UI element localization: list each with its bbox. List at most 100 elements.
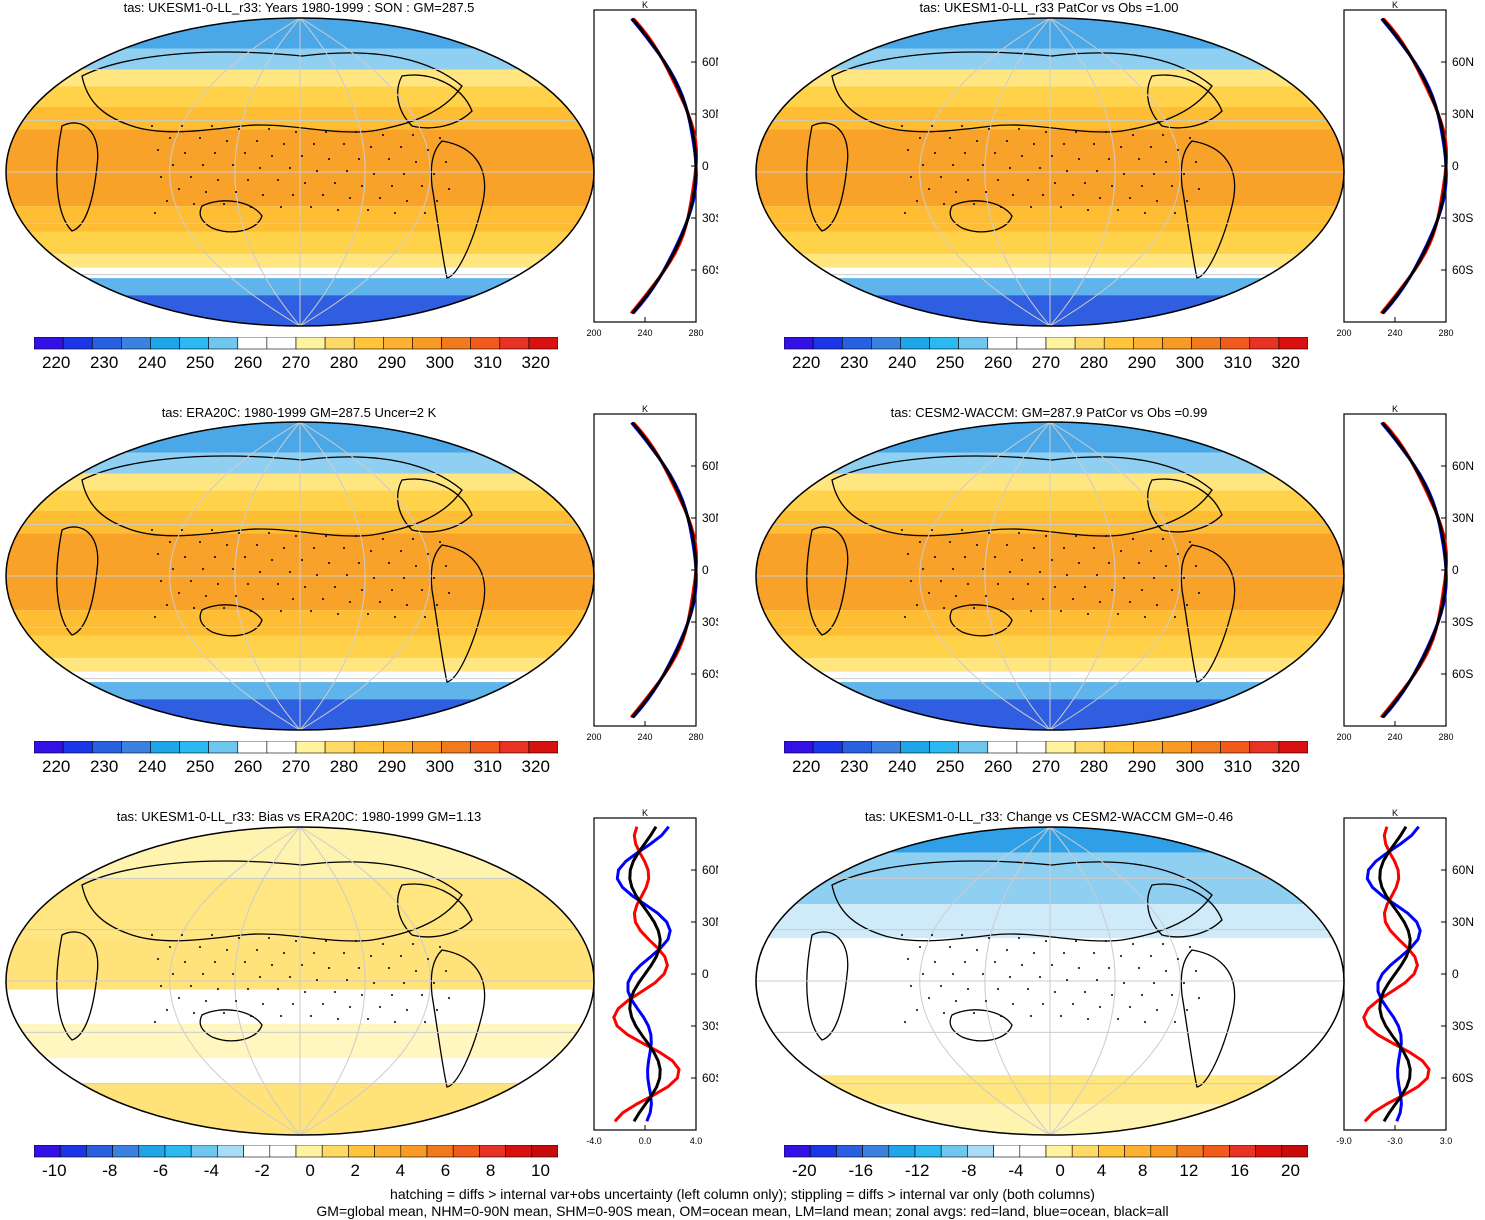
stipple-dot: [367, 1018, 369, 1020]
stipple-dot: [157, 958, 159, 960]
stipple-dot: [394, 1021, 396, 1023]
stipple-dot: [382, 134, 384, 136]
stipple-dot: [1054, 586, 1056, 588]
colorbar-swatch: [374, 1145, 402, 1158]
zonal-lat-label: 60N: [702, 459, 718, 473]
stipple-dot: [922, 164, 924, 166]
colorbar-swatch: [993, 1145, 1021, 1158]
stipple-dot: [1144, 212, 1146, 214]
stipple-dot: [202, 568, 204, 570]
stipple-dot: [1183, 173, 1185, 175]
graticule-lon: [234, 17, 301, 327]
stipple-dot: [295, 535, 297, 537]
stipple-dot: [433, 577, 435, 579]
stipple-dot: [1099, 197, 1101, 199]
zonal-x-label: 240: [1387, 732, 1402, 742]
colorbar-tick-label: 250: [935, 757, 965, 776]
stipple-dot: [199, 137, 201, 139]
colorbar-tick-label: -20: [792, 1161, 817, 1180]
stipple-dot: [439, 541, 441, 543]
stipple-dot: [1066, 574, 1068, 576]
zonal-plot-1: K 60N 30N 0 30S 60S 200 240 280: [586, 0, 718, 338]
stipple-dot: [226, 544, 228, 546]
panel-title-6: tas: UKESM1-0-LL_r33: Change vs CESM2-WA…: [864, 809, 1234, 824]
stipple-dot: [1039, 167, 1041, 169]
stipple-dot: [1027, 179, 1029, 181]
zonal-x-label: 3.0: [1440, 1136, 1453, 1146]
stipple-dot: [448, 997, 450, 999]
colorbar-3-labels: 220 230 240 250 260 270 280 290 300 310 320: [34, 757, 558, 777]
colorbar-swatch: [1133, 741, 1163, 754]
stipple-dot: [250, 206, 252, 208]
colorbar-swatch: [784, 1145, 811, 1158]
colorbar-tick-label: 270: [281, 757, 311, 776]
stipple-dot: [1000, 1015, 1002, 1017]
stipple-dot: [985, 191, 987, 193]
stipple-dot: [1030, 610, 1032, 612]
stipple-dot: [304, 991, 306, 993]
stipple-dot: [1096, 574, 1098, 576]
stipple-dot: [1063, 952, 1065, 954]
stippling: [151, 125, 450, 214]
zonal-x-label: -4.0: [586, 1136, 602, 1146]
stipple-dot: [967, 988, 969, 990]
graticule-lon: [919, 826, 1051, 1136]
stipple-dot: [328, 967, 330, 969]
colorbar-swatch: [208, 741, 239, 754]
colorbar-tick-label: 300: [1175, 757, 1204, 776]
stipple-dot: [1111, 589, 1113, 591]
stipple-dot: [199, 946, 201, 948]
zonal-plot-2: K 60N 30N 0 30S 60S 200 240 280: [1336, 0, 1474, 338]
colorbar-tick-label: 230: [89, 353, 119, 372]
stipple-dot: [976, 544, 978, 546]
colorbar-swatch: [295, 741, 326, 754]
stipple-dot: [424, 1021, 426, 1023]
zonal-lat-label: 0: [702, 159, 709, 173]
panel-title-1: tas: UKESM1-0-LL_r33: Years 1980-1999 : …: [123, 0, 475, 15]
graticule-lon: [299, 826, 431, 1136]
stipple-dot: [1162, 538, 1164, 540]
stipple-dot: [157, 553, 159, 555]
zonal-lat-label: 60N: [702, 55, 718, 69]
stipple-dot: [955, 191, 957, 193]
stipple-dot: [1084, 991, 1086, 993]
zonal-x-label: 200: [586, 732, 601, 742]
stipple-dot: [388, 158, 390, 160]
colorbar-swatch: [1191, 741, 1221, 754]
zonal-curve: [631, 17, 698, 315]
stipple-dot: [952, 164, 954, 166]
stipple-dot: [199, 541, 201, 543]
map-panel-2: [755, 17, 1345, 327]
colorbar-swatch: [91, 741, 122, 754]
stipple-dot: [406, 200, 408, 202]
zonal-unit: K: [1392, 808, 1398, 818]
colorbar-4-labels: 220 230 240 250 260 270 280 290 300 310 320: [784, 757, 1308, 777]
stipple-dot: [1129, 601, 1131, 603]
stipple-dot: [289, 976, 291, 978]
colorbar-tick-label: 300: [425, 353, 454, 372]
colorbar-tick-label: 16: [1230, 1161, 1250, 1180]
coastline: [949, 200, 1013, 233]
stipple-dot: [250, 1015, 252, 1017]
stipple-dot: [373, 577, 375, 579]
stipple-dot: [940, 176, 942, 178]
coastline: [81, 455, 463, 537]
zonal-lat-label: 30S: [702, 615, 718, 629]
colorbar-swatch: [91, 337, 122, 350]
stipple-dot: [1099, 601, 1101, 603]
colorbar-swatch: [1278, 337, 1308, 350]
graticule-lon: [1049, 826, 1181, 1136]
zonal-x-label: 280: [688, 732, 703, 742]
colorbar-tick-label: 250: [185, 353, 215, 372]
coastline: [397, 74, 473, 129]
stipple-dot: [1018, 532, 1020, 534]
coastline: [430, 949, 486, 1088]
colorbar-swatch: [1220, 741, 1251, 754]
stipple-dot: [160, 580, 162, 582]
stipple-dot: [448, 188, 450, 190]
zonal-lat-label: 0: [702, 967, 709, 981]
stipple-dot: [943, 607, 945, 609]
colorbar-swatch: [836, 1145, 863, 1158]
stipple-dot: [178, 592, 180, 594]
colorbar-swatch: [121, 741, 151, 754]
